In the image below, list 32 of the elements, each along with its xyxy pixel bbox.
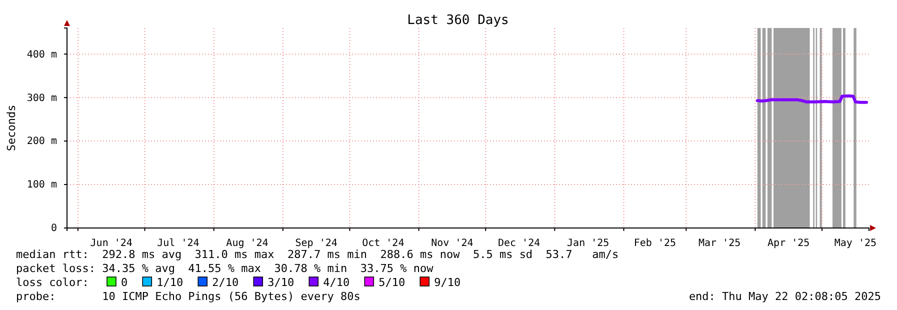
legend-label: 5/10	[378, 276, 406, 289]
x-tick-label: Mar '25	[698, 238, 741, 249]
x-tick-label: May '25	[834, 238, 877, 249]
text: packet loss: 34.35 % avg 41.55 % max 30.78 % min 33.75 % now	[16, 262, 434, 275]
legend-label: 3/10	[268, 276, 294, 289]
legend-title: loss color:	[16, 276, 89, 289]
chart-title: Last 360 Days	[407, 13, 509, 28]
x-tick-label: Feb '25	[634, 238, 676, 249]
x-tick-label: Jun '24	[90, 238, 132, 249]
legend-label: 2/10	[212, 276, 239, 289]
x-tick-label: Nov '24	[431, 238, 474, 249]
y-tick-label: 0	[50, 223, 57, 234]
x-tick-label: Sep '24	[295, 238, 338, 249]
legend-label: 9/10	[434, 276, 461, 289]
x-tick-label: Dec '24	[498, 238, 540, 249]
y-tick-label: 100 m	[26, 180, 57, 191]
x-tick-label: Jan '25	[567, 238, 610, 249]
legend-label: 1/10	[156, 276, 184, 289]
text: probe: 10 ICMP Echo Pings (56 Bytes) every 80s	[16, 290, 360, 303]
legend-label: 0	[121, 276, 128, 289]
legend-label: 4/10	[323, 276, 350, 289]
y-tick-label: 400 m	[26, 49, 57, 60]
y-axis-title: Seconds	[5, 104, 18, 152]
text: median rtt: 292.8 ms avg 311.0 ms max 287.7 ms min 288.6 ms now 5.5 ms sd 53.7 am/s	[16, 248, 619, 261]
x-tick-label: Apr '25	[768, 238, 810, 249]
x-tick-label: Aug '24	[226, 238, 268, 249]
text: end: Thu May 22 02:08:05 2025	[688, 290, 881, 303]
line-series	[756, 94, 868, 104]
y-tick-label: 300 m	[26, 92, 57, 104]
x-tick-label: Jul '24	[157, 238, 200, 249]
y-tick-label: 200 m	[26, 136, 57, 148]
x-tick-label: Oct '24	[362, 238, 404, 249]
